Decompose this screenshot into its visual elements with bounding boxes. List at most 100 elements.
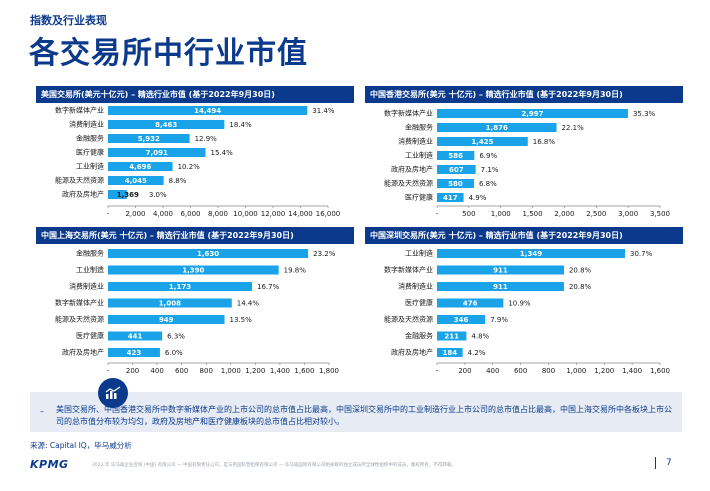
x-tick-label: 14,000 [288, 210, 313, 218]
bar [437, 331, 467, 341]
category-label: 数字新媒体产业 [384, 109, 433, 118]
chart-panel-us: 美国交易所(美元十亿元) – 精选行业市值 (基于2022年9月30日) 数字新… [36, 86, 354, 226]
x-tick-label: 3,000 [618, 210, 638, 218]
category-label: 政府及房地产 [62, 348, 104, 357]
bar-value-label: 441 [128, 333, 143, 341]
x-tick-label: 2,000 [125, 210, 145, 218]
bar-value-label: 586 [448, 152, 463, 160]
percent-label: 6.9% [479, 152, 497, 160]
bar [108, 148, 206, 157]
bar [437, 179, 474, 188]
bar [108, 282, 253, 291]
percent-label: 10.9% [508, 300, 531, 308]
category-label: 医疗健康 [405, 193, 433, 202]
bar-value-label: 1,349 [520, 250, 542, 258]
category-label: 数字新媒体产业 [55, 298, 104, 307]
chart-title-hk: 中国香港交易所(美元 十亿元) – 精选行业市值 (基于2022年9月30日) [365, 86, 683, 103]
category-label: 消费制造业 [398, 282, 433, 291]
category-label: 政府及房地产 [391, 165, 433, 174]
category-label: 消费制造业 [69, 282, 104, 291]
bar-value-label: 580 [448, 180, 463, 188]
footnote-box [30, 392, 682, 432]
x-tick-label: 1,000 [566, 367, 586, 375]
bar-value-label: 1,630 [197, 250, 219, 258]
page-number: 7 [666, 458, 672, 468]
percent-label: 6.3% [167, 333, 185, 341]
category-label: 工业制造 [405, 151, 433, 160]
chart-icon [98, 378, 128, 408]
chart-sz: 工业制造 1,349 30.7% 数字新媒体产业 911 20.8% 消费制造业 911 20.… [384, 249, 670, 376]
x-tick-label: 1,800 [319, 367, 339, 375]
bar-value-label: 5,932 [138, 135, 160, 143]
footnote-text: 美国交易所、中国香港交易所中数字新媒体产业的上市公司的总市值占比最高，中国深圳交… [56, 405, 672, 426]
chart-hk: 数字新媒体产业 2,997 35.3% 金融服务 1,876 22.1% 消费制造业 1,42… [384, 109, 670, 219]
bar [437, 315, 486, 324]
bar-value-label: 417 [443, 194, 458, 202]
x-tick-label: - [436, 210, 439, 218]
bar-value-label: 949 [159, 316, 174, 324]
source-note: 来源: Capital IQ，毕马威分析 [30, 441, 132, 450]
percent-label: 7.1% [481, 166, 499, 174]
category-label: 医疗健康 [76, 148, 104, 157]
bar-value-label: 1,390 [182, 267, 204, 275]
category-label: 金融服务 [76, 134, 104, 143]
x-tick-label: 1,500 [523, 210, 543, 218]
x-tick-label: 1,600 [294, 367, 314, 375]
x-tick-label: 2,000 [554, 210, 574, 218]
bar-value-label: 211 [444, 333, 459, 341]
percent-label: 31.4% [312, 107, 335, 115]
bar [437, 298, 504, 308]
x-tick-label: 600 [175, 367, 188, 375]
bar [108, 106, 308, 115]
x-tick-label: 3,500 [650, 210, 670, 218]
percent-label: 22.1% [562, 124, 585, 132]
percent-label: 4.8% [471, 333, 489, 341]
bar [437, 137, 528, 146]
percent-label: 6.8% [479, 180, 497, 188]
percent-label: 7.9% [490, 316, 508, 324]
x-tick-label: - [107, 210, 110, 218]
percent-label: 12.9% [195, 135, 218, 143]
section-label: 指数及行业表现 [30, 14, 107, 27]
x-tick-label: 1,600 [650, 367, 670, 375]
chart-title-us: 美国交易所(美元十亿元) – 精选行业市值 (基于2022年9月30日) [36, 86, 354, 103]
footnote-dash: – [40, 407, 44, 416]
category-label: 工业制造 [405, 249, 433, 258]
bar [108, 249, 309, 258]
percent-label: 6.0% [165, 349, 183, 357]
chart-panel-hk: 中国香港交易所(美元 十亿元) – 精选行业市值 (基于2022年9月30日) … [365, 86, 683, 226]
bar [108, 265, 279, 275]
category-label: 医疗健康 [405, 298, 433, 307]
x-tick-label: 6,000 [180, 210, 200, 218]
bar [108, 162, 173, 171]
x-tick-label: 4,000 [153, 210, 173, 218]
category-label: 医疗健康 [76, 331, 104, 340]
x-tick-label: - [107, 367, 110, 375]
x-tick-label: 1,400 [622, 367, 642, 375]
bar [108, 190, 127, 199]
x-tick-label: 200 [458, 367, 471, 375]
bar-value-label: 1,425 [471, 138, 493, 146]
percent-label: 35.3% [633, 110, 656, 118]
x-tick-label: 500 [462, 210, 475, 218]
bar-value-label: 1,173 [169, 283, 191, 291]
x-tick-label: 1,000 [491, 210, 511, 218]
x-tick-label: 16,000 [316, 210, 341, 218]
x-tick-label: 400 [486, 367, 499, 375]
x-tick-label: 1,200 [245, 367, 265, 375]
bar [437, 348, 463, 357]
legal-notice: 2022 年 毕马威企业咨询 (中国) 有限公司 — 中国有限责任公司，是与英国… [92, 463, 456, 468]
category-label: 能源及天然资源 [384, 315, 433, 324]
chart-panel-sz: 中国深圳交易所(美元 十亿元) – 精选行业市值 (基于2022年9月30日) … [365, 227, 683, 377]
bar-value-label: 4,045 [125, 177, 147, 185]
x-tick-label: 1,200 [594, 367, 614, 375]
x-tick-label: - [436, 367, 439, 375]
bar-value-label: 1,008 [159, 300, 181, 308]
bar [108, 331, 163, 341]
percent-label: 20.8% [569, 283, 592, 291]
bar [437, 193, 464, 202]
bar-value-label: 2,997 [521, 110, 543, 118]
category-label: 工业制造 [76, 265, 104, 274]
bar [437, 109, 628, 118]
chart-title-sz: 中国深圳交易所(美元 十亿元) – 精选行业市值 (基于2022年9月30日) [365, 227, 683, 244]
